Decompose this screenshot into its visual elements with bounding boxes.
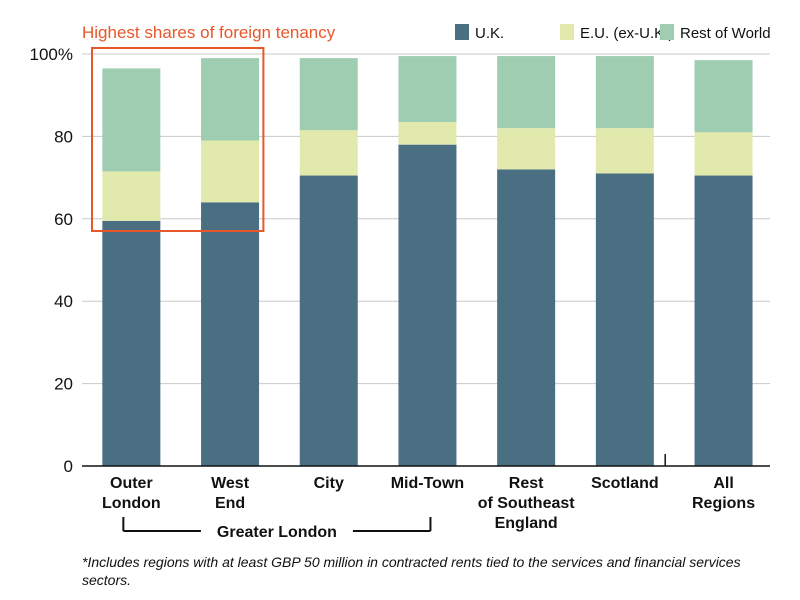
bar-segment [201,140,260,203]
legend-label: U.K. [475,25,504,42]
category-label: England [495,515,558,532]
legend: U.K. E.U. (ex-U.K.) Rest of World [455,24,771,42]
bar-segment [595,128,654,174]
bar-segment [299,58,358,131]
legend-label: E.U. (ex-U.K.) [580,25,673,42]
bar-segment [694,60,753,133]
bar-segment [398,144,457,466]
bar-segment [694,175,753,467]
y-tick-label: 0 [64,457,73,476]
footnote: *Includes regions with at least GBP 50 m… [82,554,741,588]
group-bracket: Greater London [122,517,432,541]
category-label: Scotland [591,475,659,492]
bar-segment [497,56,556,129]
category-label: Outer [110,475,153,492]
bars [102,56,753,467]
category-label: Regions [692,495,755,512]
axis [82,454,770,467]
legend-label: Rest of World [680,25,771,42]
legend-swatch [660,24,674,40]
category-label: City [314,475,344,492]
y-tick-label: 80 [54,127,73,146]
bar-segment [694,132,753,176]
legend-swatch [455,24,469,40]
bar-segment [299,175,358,467]
y-tick-label: 100% [30,45,73,64]
bar-segment [497,169,556,467]
category-label: West [211,475,250,492]
bar-segment [201,202,260,466]
bar-segment [102,171,161,221]
legend-swatch [560,24,574,40]
y-tick-labels: 0 20 40 60 80 100% [30,45,73,476]
category-labels: Outer London West End City Mid-Town Rest of Sou… [102,475,755,532]
category-label: London [102,495,161,512]
category-label: Rest [509,475,544,492]
category-label: Mid-Town [391,475,464,492]
bar-segment [102,68,161,172]
bar-segment [497,128,556,170]
bar-segment [398,121,457,145]
y-tick-label: 60 [54,210,73,229]
bar-segment [595,173,654,467]
bar-segment [299,130,358,176]
category-label: All [713,475,733,492]
category-label: End [215,495,245,512]
y-tick-label: 40 [54,292,73,311]
bar-segment [102,220,161,466]
bar-segment [595,56,654,129]
bar-segment [201,58,260,141]
category-label: of Southeast [478,495,576,512]
annotation: Highest shares of foreign tenancy [82,23,336,232]
annotation-text: Highest shares of foreign tenancy [82,23,336,42]
bar-segment [398,56,457,122]
y-tick-label: 20 [54,375,73,394]
highlight-box [91,47,265,232]
group-label: Greater London [217,524,337,541]
